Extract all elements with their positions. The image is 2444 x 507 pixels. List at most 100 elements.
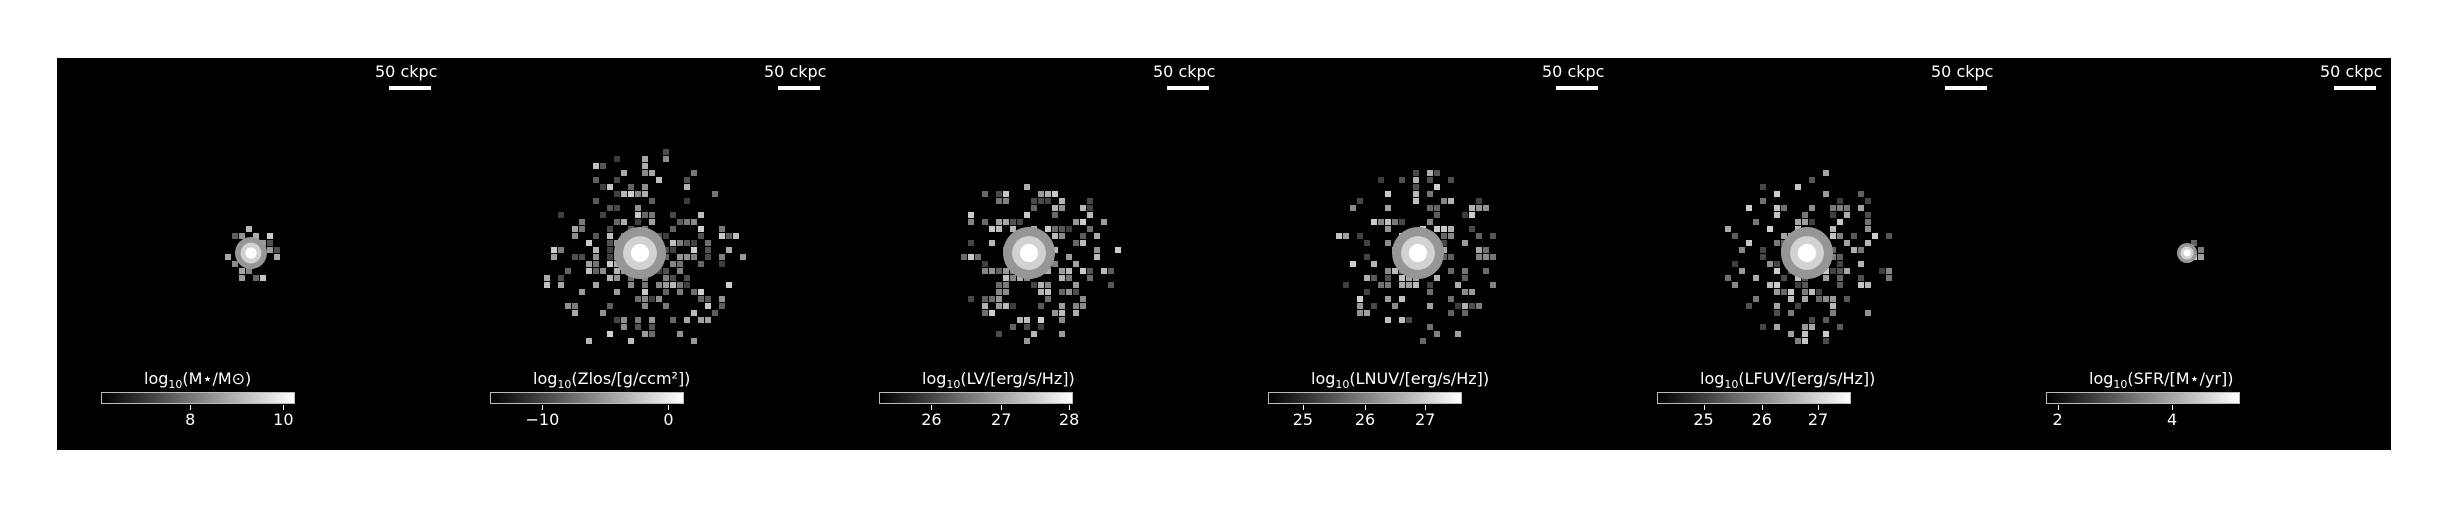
map-pixel: [1080, 233, 1086, 239]
colorbar-tick-label: 26: [921, 410, 942, 429]
map-pixel: [1371, 303, 1377, 309]
map-pixel: [1427, 282, 1433, 288]
map-pixel: [670, 226, 676, 232]
map-pixel: [1399, 317, 1405, 323]
map-pixel: [274, 254, 280, 260]
map-pixel: [1483, 205, 1489, 211]
map-pixel: [1385, 275, 1391, 281]
colorbar: [879, 392, 1073, 404]
map-pixel: [607, 331, 613, 337]
colorbar-label: log10(Zlos/[g/ccm²]): [533, 369, 691, 392]
map-pixel: [733, 233, 739, 239]
map-pixel: [691, 254, 697, 260]
map-pixel: [614, 205, 620, 211]
map-pixel: [1462, 240, 1468, 246]
map-pixel: [2198, 254, 2204, 260]
map-pixel: [1802, 212, 1808, 218]
map-pixel: [989, 310, 995, 316]
map-pixel: [1413, 184, 1419, 190]
map-pixel: [698, 289, 704, 295]
map-pixel: [1774, 303, 1780, 309]
map-pixel: [1357, 303, 1363, 309]
map-pixel: [1844, 296, 1850, 302]
map-pixel: [996, 331, 1002, 337]
map-pixel: [698, 296, 704, 302]
colorbar-label: log10(LNUV/[erg/s/Hz]): [1311, 369, 1490, 392]
map-pixel: [1753, 219, 1759, 225]
map-pixel: [1851, 233, 1857, 239]
map-pixel: [996, 268, 1002, 274]
map-pixel: [670, 261, 676, 267]
map-pixel: [663, 156, 669, 162]
map-pixel: [565, 268, 571, 274]
map-pixel: [1774, 310, 1780, 316]
map-pixel: [1837, 233, 1843, 239]
map-pixel: [1753, 296, 1759, 302]
scale-bar: [389, 86, 431, 90]
colorbar-tick: [2057, 405, 2059, 410]
colorbar-tick-label: 2: [2052, 410, 2063, 429]
scale-label: 50 ckpc: [2320, 62, 2383, 81]
map-pixel: [1378, 282, 1384, 288]
map-pixel: [607, 233, 613, 239]
map-pixel: [586, 268, 592, 274]
map-pixel: [1003, 219, 1009, 225]
map-pixel: [246, 226, 252, 232]
map-pixel: [1469, 205, 1475, 211]
map-pixel: [551, 254, 557, 260]
map-pixel: [691, 310, 697, 316]
map-pixel: [1073, 282, 1079, 288]
map-pixel: [600, 310, 606, 316]
map-pixel: [649, 324, 655, 330]
map-panel-6: 50 ckpc log10(SFR/[M⋆/yr]) 2 4: [2002, 58, 2391, 450]
map-pixel: [600, 268, 606, 274]
map-panel-2: 50 ckpc log10(Zlos/[g/ccm²]) −10 0: [446, 58, 835, 450]
map-pixel: [663, 254, 669, 260]
map-pixel: [975, 254, 981, 260]
map-pixel: [712, 310, 718, 316]
map-pixel: [1441, 226, 1447, 232]
map-pixel: [1837, 261, 1843, 267]
map-pixel: [1725, 275, 1731, 281]
map-pixel: [996, 296, 1002, 302]
map-pixel: [607, 247, 613, 253]
map-pixel: [1357, 233, 1363, 239]
map-pixel: [607, 275, 613, 281]
map-pixel: [649, 317, 655, 323]
map-pixel: [600, 163, 606, 169]
map-pixel: [1879, 268, 1885, 274]
map-pixel: [1059, 233, 1065, 239]
map-pixel: [1087, 205, 1093, 211]
map-pixel: [593, 247, 599, 253]
map-pixel: [1476, 303, 1482, 309]
map-pixel: [649, 219, 655, 225]
map-pixel: [1865, 310, 1871, 316]
map-pixel: [1490, 233, 1496, 239]
map-pixel: [579, 254, 585, 260]
map-pixel: [684, 177, 690, 183]
map-pixel: [1399, 296, 1405, 302]
map-pixel: [1045, 198, 1051, 204]
map-pixel: [1434, 275, 1440, 281]
scale-bar: [778, 86, 820, 90]
map-pixel: [1392, 268, 1398, 274]
map-pixel: [1045, 296, 1051, 302]
map-pixel: [1483, 254, 1489, 260]
map-pixel: [1010, 275, 1016, 281]
map-pixel: [1080, 240, 1086, 246]
map-pixel: [663, 233, 669, 239]
map-pixel: [635, 324, 641, 330]
map-pixel: [1469, 303, 1475, 309]
map-pixel: [1760, 198, 1766, 204]
map-pixel: [628, 282, 634, 288]
map-pixel: [1413, 177, 1419, 183]
map-pixel: [1865, 226, 1871, 232]
colorbar-tick: [668, 405, 670, 410]
map-pixel: [1073, 310, 1079, 316]
map-pixel: [1024, 317, 1030, 323]
map-pixel: [621, 191, 627, 197]
map-pixel: [1858, 247, 1864, 253]
map-pixel: [677, 240, 683, 246]
map-pixel: [649, 212, 655, 218]
colorbar-tick-label: 4: [2167, 410, 2178, 429]
